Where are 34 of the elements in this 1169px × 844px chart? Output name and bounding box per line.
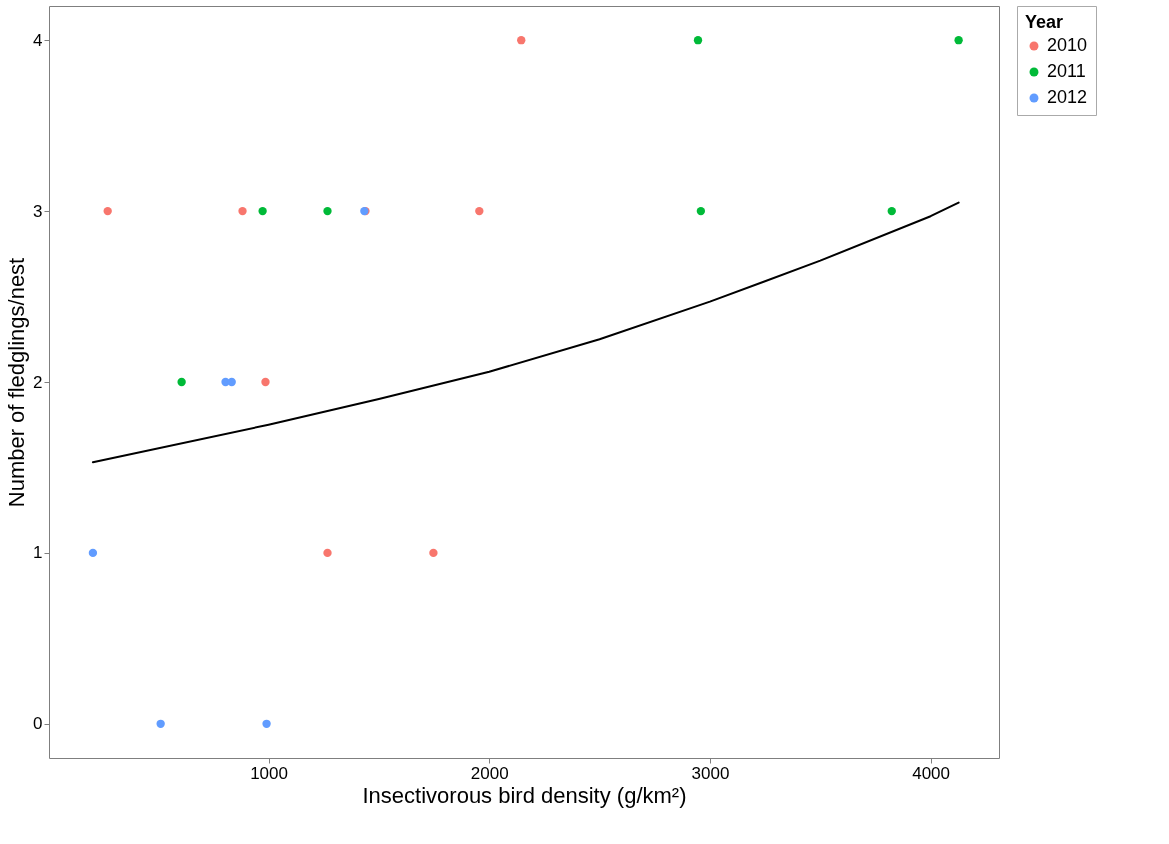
- x-tick-label: 1000: [250, 763, 288, 783]
- point: [323, 548, 332, 558]
- legend-label: 2011: [1047, 61, 1086, 81]
- point: [887, 206, 896, 216]
- point: [429, 548, 438, 558]
- point: [696, 206, 706, 216]
- y-tick-label: 1: [33, 543, 43, 563]
- legend-label: 2012: [1047, 87, 1088, 107]
- point: [693, 36, 703, 45]
- point: [258, 206, 267, 216]
- point: [156, 719, 165, 728]
- legend-label: 2010: [1047, 35, 1088, 55]
- point: [261, 377, 270, 387]
- x-tick-label: 4000: [912, 763, 951, 783]
- point: [227, 377, 236, 387]
- point: [954, 36, 963, 45]
- line-series: [91, 201, 960, 464]
- point: [323, 206, 332, 216]
- legend-title: Year: [1025, 12, 1064, 32]
- y-tick-label: 0: [33, 714, 43, 734]
- point: [517, 36, 526, 45]
- point: [103, 206, 112, 216]
- y-tick-label: 4: [33, 30, 43, 50]
- x-tick-label: 3000: [691, 763, 730, 783]
- point: [88, 548, 98, 558]
- point: [262, 719, 271, 728]
- point: [475, 206, 484, 216]
- x-tick-label: 2000: [470, 763, 509, 783]
- y-tick-label: 2: [33, 372, 43, 392]
- y-tick-label: 3: [33, 201, 43, 221]
- y-axis-title: Number of fledglings/nest: [4, 257, 30, 508]
- point: [238, 206, 247, 216]
- point: [177, 377, 186, 387]
- x-axis-title: Insectivorous bird density (g/km²): [362, 782, 687, 808]
